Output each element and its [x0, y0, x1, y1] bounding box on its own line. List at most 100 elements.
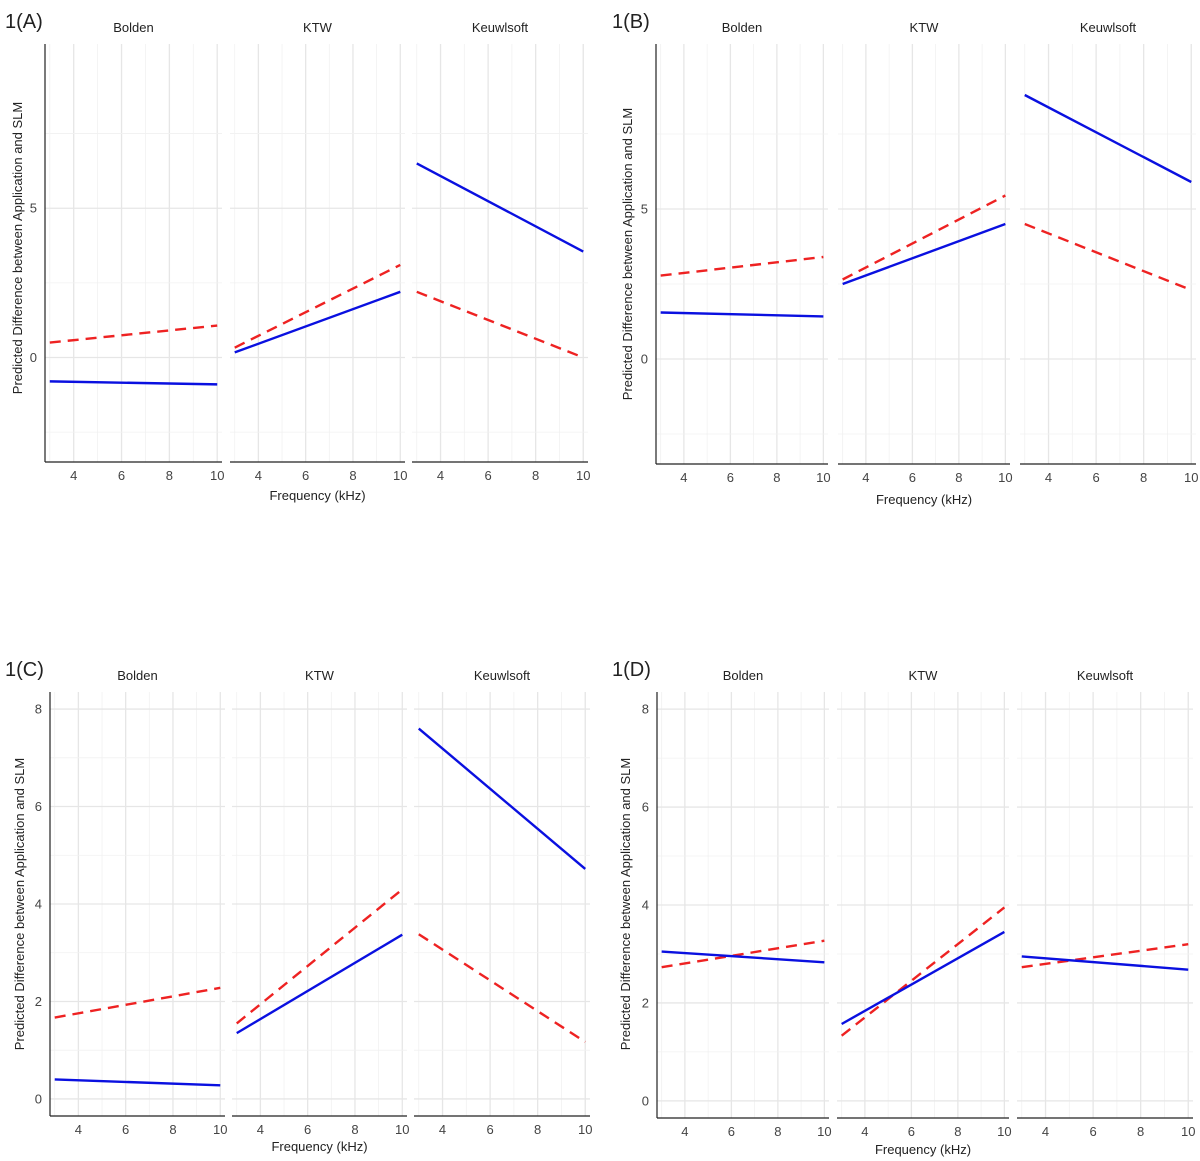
x-tick-label: 6: [727, 470, 734, 485]
x-tick-label: 6: [909, 470, 916, 485]
series-line-solid: [841, 930, 1005, 1026]
series-line-solid: [54, 1078, 221, 1087]
facet-keuwlsoft: Keuwlsoft 4 6 8 10: [414, 668, 592, 1137]
y-tick-label: 8: [35, 702, 42, 717]
x-tick-label: 4: [862, 470, 869, 485]
series-line-dashed: [418, 933, 586, 1043]
series-line-solid: [417, 727, 587, 870]
x-tick-label: 10: [998, 470, 1012, 485]
y-tick-label: 6: [642, 800, 649, 815]
y-tick-label: 4: [35, 897, 42, 912]
x-tick-label: 4: [1042, 1124, 1049, 1139]
facet-strip-title: Bolden: [723, 668, 763, 683]
x-tick-label: 10: [395, 1122, 409, 1137]
series-line-solid: [1021, 955, 1189, 971]
x-tick-label: 6: [122, 1122, 129, 1137]
facet-strip-title: Bolden: [722, 20, 762, 35]
facet-strip-title: KTW: [303, 20, 333, 35]
x-tick-label: 6: [304, 1122, 311, 1137]
x-tick-label: 6: [728, 1124, 735, 1139]
x-tick-label: 4: [70, 468, 77, 483]
x-tick-label: 6: [484, 468, 491, 483]
x-tick-label: 10: [576, 468, 590, 483]
facet-strip-title: Keuwlsoft: [472, 20, 529, 35]
series-line-dashed: [1024, 222, 1192, 292]
x-tick-label: 4: [681, 1124, 688, 1139]
x-tick-label: 4: [437, 468, 444, 483]
facet-strip-title: KTW: [305, 668, 335, 683]
y-axis-title: Predicted Difference between Application…: [12, 758, 27, 1050]
facet-strip-title: Keuwlsoft: [1077, 668, 1134, 683]
x-axis-title: Frequency (kHz): [269, 488, 365, 503]
series-line-dashed: [842, 194, 1006, 281]
facet-ktw: KTW 4 6 8 10: [232, 668, 410, 1137]
facet-keuwlsoft: Keuwlsoft 4 6 8 10: [1017, 668, 1195, 1139]
x-tick-label: 10: [210, 468, 224, 483]
x-tick-label: 10: [213, 1122, 227, 1137]
series-line-dashed: [1021, 942, 1189, 969]
y-axis-title: Predicted Difference between Application…: [618, 758, 633, 1050]
series-line-solid: [49, 380, 218, 386]
facet-strip-title: Keuwlsoft: [1080, 20, 1137, 35]
x-tick-label: 8: [774, 1124, 781, 1139]
panel-label: 1(B): [612, 11, 650, 33]
y-tick-label: 5: [30, 201, 37, 216]
x-tick-label: 4: [255, 468, 262, 483]
y-tick-label: 0: [35, 1091, 42, 1106]
x-tick-label: 8: [534, 1122, 541, 1137]
series-line-dashed: [840, 906, 1006, 1037]
x-tick-label: 4: [439, 1122, 446, 1137]
facet-bolden: Bolden 4 6 8 10: [656, 668, 832, 1139]
y-tick-label: 8: [642, 702, 649, 717]
x-tick-label: 4: [680, 470, 687, 485]
panel-label: 1(A): [5, 11, 43, 33]
y-tick-label: 0: [641, 352, 648, 367]
facet-strip-title: KTW: [910, 20, 940, 35]
series-line-solid: [842, 222, 1006, 286]
y-tick-label: 4: [642, 898, 649, 913]
facet-strip-title: Bolden: [113, 20, 153, 35]
x-tick-label: 10: [817, 1124, 831, 1139]
x-tick-label: 6: [486, 1122, 493, 1137]
x-tick-label: 8: [166, 468, 173, 483]
x-tick-label: 6: [1089, 1124, 1096, 1139]
series-line-dashed: [235, 888, 404, 1025]
x-tick-label: 8: [1140, 470, 1147, 485]
y-axis-title: Predicted Difference between Application…: [620, 108, 635, 400]
facet-bolden: Bolden 4 6 8 10: [44, 20, 224, 483]
facet-bolden: Bolden 4 6 8 10: [49, 668, 228, 1137]
panel-label: 1(D): [612, 659, 651, 681]
x-tick-label: 4: [861, 1124, 868, 1139]
series-line-dashed: [49, 324, 218, 344]
x-tick-label: 10: [578, 1122, 592, 1137]
x-axis-title: Frequency (kHz): [876, 492, 972, 507]
chart-panel-d: 1(D) Predicted Difference between Applica…: [612, 659, 1195, 1157]
chart-panel-a: 1(A) Predicted Difference between Applica…: [5, 11, 590, 503]
x-tick-label: 8: [351, 1122, 358, 1137]
series-line-dashed: [234, 263, 401, 349]
x-tick-label: 4: [75, 1122, 82, 1137]
facet-ktw: KTW 4 6 8 10: [230, 20, 408, 483]
x-tick-label: 8: [169, 1122, 176, 1137]
y-tick-label: 0: [642, 1093, 649, 1108]
facet-keuwlsoft: Keuwlsoft 4 6 8 10: [412, 20, 590, 483]
x-tick-label: 10: [1181, 1124, 1195, 1139]
x-tick-label: 8: [955, 470, 962, 485]
series-line-solid: [661, 950, 825, 964]
facet-keuwlsoft: Keuwlsoft 4 6 8 10: [1020, 20, 1198, 485]
x-tick-label: 8: [1137, 1124, 1144, 1139]
facet-strip-title: KTW: [909, 668, 939, 683]
y-tick-label: 2: [642, 995, 649, 1010]
x-tick-label: 8: [954, 1124, 961, 1139]
facet-strip-title: Keuwlsoft: [474, 668, 531, 683]
x-tick-label: 10: [816, 470, 830, 485]
series-line-dashed: [660, 255, 824, 277]
y-tick-label: 0: [30, 350, 37, 365]
x-tick-label: 8: [349, 468, 356, 483]
chart-panel-b: 1(B) Predicted Difference between Applica…: [612, 11, 1198, 507]
facet-strip-title: Bolden: [117, 668, 157, 683]
x-tick-label: 10: [997, 1124, 1011, 1139]
x-tick-label: 6: [302, 468, 309, 483]
x-tick-label: 4: [1045, 470, 1052, 485]
